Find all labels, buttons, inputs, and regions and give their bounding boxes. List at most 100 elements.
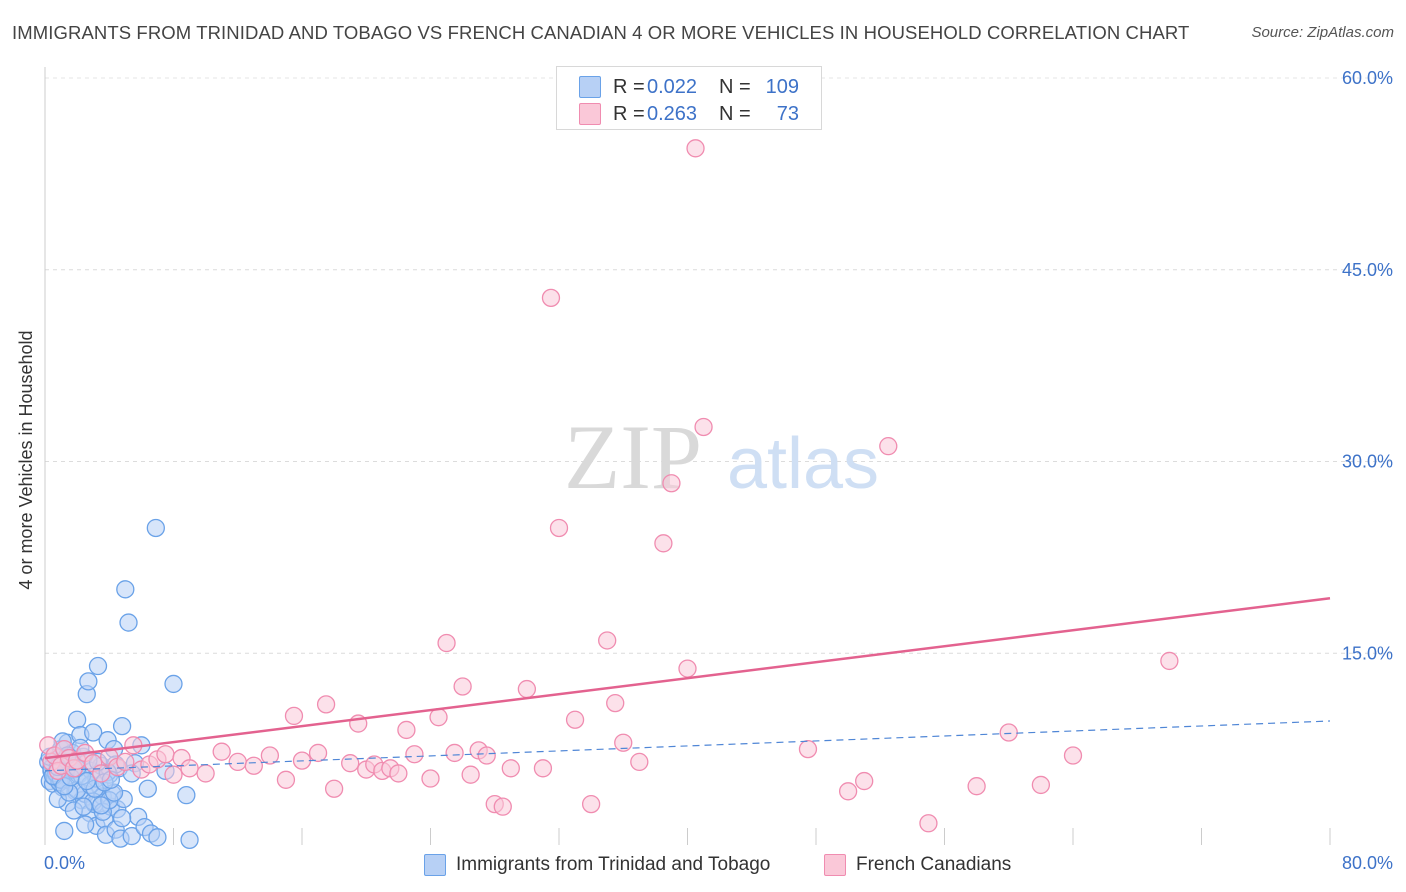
r-value: 0.022 xyxy=(647,75,698,98)
watermark-atlas: atlas xyxy=(727,424,879,504)
data-point xyxy=(421,769,440,788)
data-point xyxy=(686,139,705,158)
data-point xyxy=(67,710,87,729)
data-point xyxy=(405,745,424,764)
data-point xyxy=(88,656,108,676)
n-label: N = xyxy=(719,102,751,125)
data-point xyxy=(581,794,601,814)
data-point xyxy=(308,743,328,763)
trend-lines xyxy=(44,597,1331,772)
data-point xyxy=(92,796,111,815)
data-point xyxy=(146,518,165,538)
data-point xyxy=(549,518,569,538)
y-axis-label: 4 or more Vehicles in Household xyxy=(16,330,36,590)
y-tick-label: 15.0% xyxy=(1342,643,1393,663)
legend-item-trinidad: Immigrants from Trinidad and Tobago xyxy=(424,852,770,878)
data-point xyxy=(879,437,898,456)
data-point xyxy=(429,708,448,727)
chart-title: IMMIGRANTS FROM TRINIDAD AND TOBAGO VS F… xyxy=(12,22,1190,43)
data-point xyxy=(116,580,135,599)
data-point xyxy=(116,752,135,772)
data-point xyxy=(177,785,196,805)
legend-swatch-pink xyxy=(579,103,601,125)
data-point xyxy=(84,723,103,742)
data-point xyxy=(1031,775,1051,795)
data-point xyxy=(164,674,183,694)
n-value: 109 xyxy=(765,75,799,98)
data-point xyxy=(1063,746,1083,765)
data-point xyxy=(164,765,183,784)
data-point xyxy=(156,745,175,764)
grid-lines xyxy=(45,77,1392,654)
tick-labels: 15.0% 30.0% 45.0% 60.0% 0.0% 80.0% xyxy=(44,68,1393,873)
source-credit: Source: ZipAtlas.com xyxy=(1251,24,1394,41)
y-tick-label: 60.0% xyxy=(1342,68,1393,88)
data-point xyxy=(453,677,472,696)
series-trinidad xyxy=(39,518,199,850)
y-tick-label: 45.0% xyxy=(1342,260,1393,280)
data-point xyxy=(196,764,215,783)
data-point xyxy=(919,814,938,833)
data-point xyxy=(517,679,537,699)
data-point xyxy=(614,733,633,752)
data-point xyxy=(694,417,713,437)
data-point xyxy=(662,474,681,493)
watermark: ZIP atlas xyxy=(564,406,879,508)
legend-item-french-canadians: French Canadians xyxy=(824,852,1011,878)
trend-line-trinidad xyxy=(44,720,1331,772)
data-point xyxy=(324,779,344,798)
data-point xyxy=(180,759,199,778)
stats-legend-row-pink: R = 0.263 N = 73 xyxy=(579,101,799,127)
data-point xyxy=(630,752,649,772)
data-point xyxy=(606,693,625,713)
data-point xyxy=(598,631,617,650)
legend-swatch-pink xyxy=(824,854,846,876)
watermark-zip: ZIP xyxy=(564,406,702,508)
data-point xyxy=(461,765,480,784)
legend-swatch-blue xyxy=(579,76,601,98)
data-point xyxy=(533,759,553,778)
data-point xyxy=(260,746,280,765)
data-point xyxy=(74,797,93,816)
data-point xyxy=(397,720,416,740)
data-point xyxy=(76,815,95,834)
r-value: 0.263 xyxy=(647,102,698,125)
data-point xyxy=(477,746,496,765)
data-point xyxy=(180,830,199,850)
axes xyxy=(44,67,1331,845)
data-point xyxy=(389,764,408,783)
legend-swatch-blue xyxy=(424,854,446,876)
data-point xyxy=(316,695,336,714)
legend-label: French Canadians xyxy=(856,854,1012,875)
data-point xyxy=(541,288,561,308)
data-point xyxy=(112,809,132,828)
data-point xyxy=(284,706,304,726)
data-point xyxy=(148,828,167,847)
data-point xyxy=(493,797,512,816)
data-point xyxy=(244,756,263,775)
stats-legend: R = 0.022 N = 109 R = 0.263 N = 73 xyxy=(556,66,822,130)
data-point xyxy=(999,723,1018,742)
data-point xyxy=(437,633,456,653)
data-point xyxy=(838,782,858,801)
data-point xyxy=(138,779,157,798)
data-point xyxy=(678,659,697,678)
legend-label: Immigrants from Trinidad and Tobago xyxy=(456,854,771,875)
r-label: R = xyxy=(613,75,645,98)
data-point xyxy=(967,777,986,796)
data-point xyxy=(1160,651,1179,671)
data-point xyxy=(122,826,141,846)
n-label: N = xyxy=(719,75,751,98)
data-point xyxy=(212,742,231,761)
data-point xyxy=(55,821,74,841)
data-point xyxy=(79,672,98,691)
trend-line-french-canadians xyxy=(44,597,1331,760)
x-tick-label-min: 0.0% xyxy=(44,853,85,873)
data-point xyxy=(855,771,874,791)
data-point xyxy=(119,613,138,632)
data-point xyxy=(341,754,360,773)
data-point xyxy=(565,710,585,729)
data-point xyxy=(798,739,818,759)
data-point xyxy=(445,743,464,763)
